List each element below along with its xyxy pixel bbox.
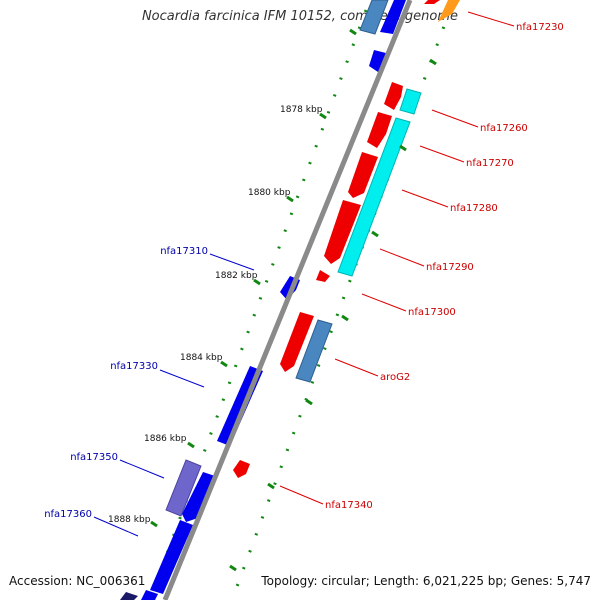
kbp-tick-1888 — [150, 520, 158, 528]
gene-label-nfa17300[interactable]: nfa17300 — [408, 307, 456, 318]
kbp-tick-1878 — [319, 112, 327, 120]
gene-blue-bottom[interactable] — [141, 590, 158, 600]
kbp-tick-1886 — [187, 441, 195, 449]
left-leaders — [93, 253, 255, 537]
gene-label-nfa17230[interactable]: nfa17230 — [516, 22, 564, 33]
gene-steel-aroG2[interactable] — [295, 319, 333, 383]
gene-blue-top[interactable] — [380, 0, 406, 34]
gene-label-nfa17350[interactable]: nfa17350 — [70, 452, 118, 463]
kbp-tick-1882 — [253, 278, 261, 286]
accession-text: Accession: NC_006361 — [9, 574, 146, 588]
left-gene-labels: nfa17310 nfa17330 nfa17350 nfa17360 — [44, 246, 208, 520]
gene-label-nfa17360[interactable]: nfa17360 — [44, 509, 92, 520]
gene-label-nfa17310[interactable]: nfa17310 — [160, 246, 208, 257]
gene-label-nfa17290[interactable]: nfa17290 — [426, 262, 474, 273]
gene-red-aroG2[interactable] — [280, 312, 314, 372]
gene-label-aroG2[interactable]: aroG2 — [380, 372, 410, 383]
gene-red-small[interactable] — [316, 270, 330, 282]
gene-label-nfa17340[interactable]: nfa17340 — [325, 500, 373, 511]
gene-label-nfa17280[interactable]: nfa17280 — [450, 203, 498, 214]
gene-red-nfa17260[interactable] — [384, 82, 403, 110]
gene-red-nfa17270[interactable] — [367, 112, 392, 148]
gene-cyan-nfa17260[interactable] — [399, 88, 422, 115]
gene-steel-top[interactable] — [359, 0, 389, 35]
gene-label-nfa17260[interactable]: nfa17260 — [480, 123, 528, 134]
gene-label-nfa17270[interactable]: nfa17270 — [466, 158, 514, 169]
gene-cyan-nfa17280[interactable] — [337, 117, 411, 277]
gene-red-top[interactable] — [424, 0, 440, 4]
gene-blue-lower-1[interactable] — [182, 472, 215, 522]
kbp-label-1880: 1880 kbp — [248, 188, 291, 198]
kbp-label-1882: 1882 kbp — [215, 271, 258, 281]
kbp-tick-1880 — [286, 195, 294, 203]
genome-info-text: Topology: circular; Length: 6,021,225 bp… — [261, 574, 591, 588]
kbp-label-1886: 1886 kbp — [144, 434, 187, 444]
gene-red-nfa17280[interactable] — [348, 152, 378, 198]
gene-blue-small[interactable] — [369, 50, 386, 72]
kbp-scale: 1878 kbp 1880 kbp 1882 kbp 1884 kbp 1886… — [108, 105, 327, 528]
gene-red-nfa17340[interactable] — [233, 460, 250, 478]
gene-orange-nfa17230[interactable] — [438, 0, 460, 22]
gene-dark-bottom[interactable] — [120, 592, 138, 600]
gene-lavender-nfa17350[interactable] — [165, 459, 202, 517]
right-gene-labels: nfa17230 nfa17260 nfa17270 nfa17280 nfa1… — [325, 22, 564, 511]
right-leaders — [279, 11, 515, 505]
gene-red-nfa17290[interactable] — [324, 200, 361, 264]
gene-label-nfa17330[interactable]: nfa17330 — [110, 361, 158, 372]
kbp-tick-1884 — [220, 360, 228, 368]
inner-track-ticks — [229, 28, 437, 572]
kbp-label-1878: 1878 kbp — [280, 105, 323, 115]
kbp-label-1884: 1884 kbp — [180, 353, 223, 363]
genome-backbone — [162, 0, 413, 600]
gene-blue-nfa17360[interactable] — [150, 520, 193, 594]
kbp-label-1888: 1888 kbp — [108, 515, 151, 525]
